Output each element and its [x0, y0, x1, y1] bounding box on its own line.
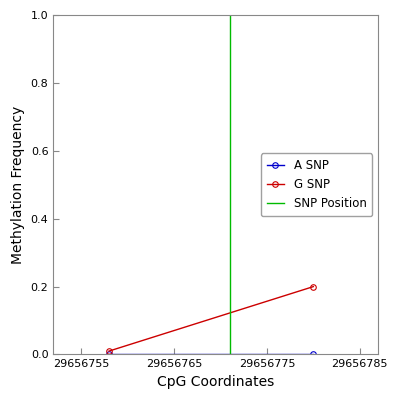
Y-axis label: Methylation Frequency: Methylation Frequency	[11, 106, 25, 264]
A SNP	[311, 352, 316, 357]
Line: A SNP: A SNP	[106, 352, 316, 357]
G SNP	[107, 349, 112, 354]
X-axis label: CpG Coordinates: CpG Coordinates	[157, 375, 274, 389]
Line: G SNP: G SNP	[106, 284, 316, 354]
Legend: A SNP, G SNP, SNP Position: A SNP, G SNP, SNP Position	[261, 154, 372, 216]
G SNP	[311, 284, 316, 289]
A SNP	[107, 352, 112, 357]
